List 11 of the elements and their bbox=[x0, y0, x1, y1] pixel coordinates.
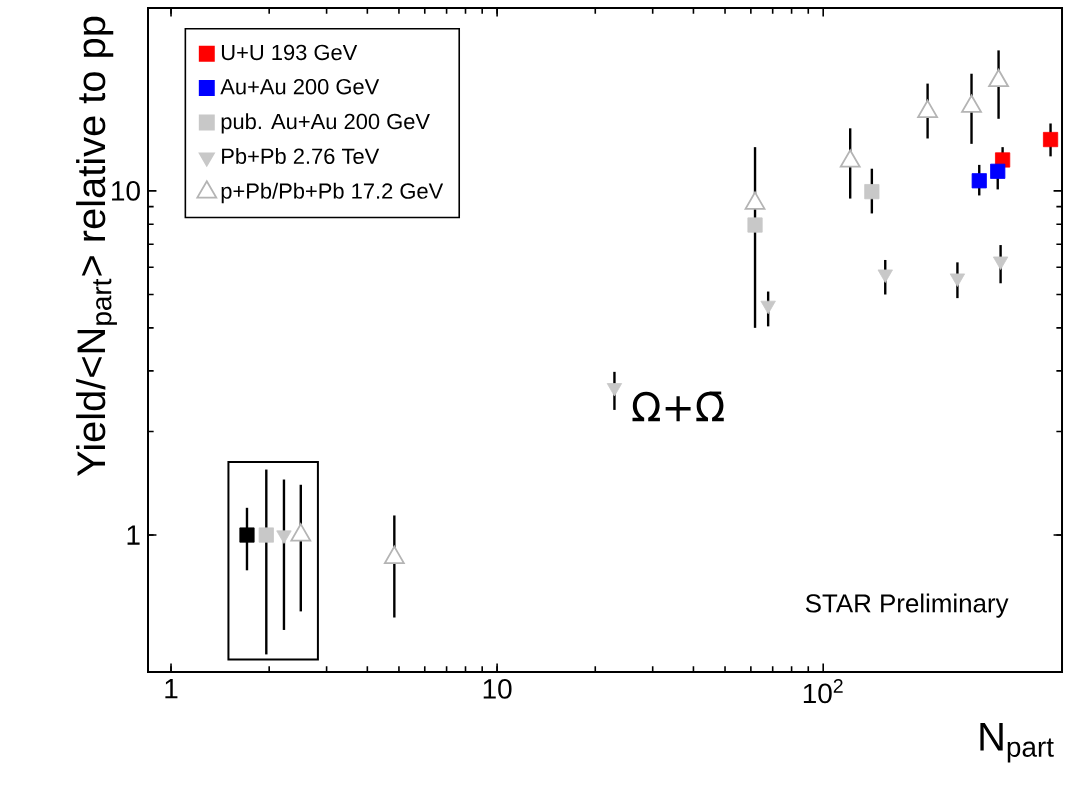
x-tick-label: 1 bbox=[165, 679, 178, 699]
annotation: STAR Preliminary bbox=[805, 593, 1009, 618]
x-tick-label: 10$^{2}$ bbox=[803, 679, 843, 704]
legend-label: pub. Au+Au 200 GeV bbox=[221, 113, 430, 134]
legend-label: U+U 193 GeV bbox=[221, 44, 358, 61]
annotation: Ω+Ω̄ bbox=[632, 391, 724, 422]
legend-label: p+Pb/Pb+Pb 17.2 GeV bbox=[221, 182, 444, 204]
legend-label: Pb+Pb 2.76 TeV bbox=[222, 147, 380, 165]
x-tick-label: 10 bbox=[483, 679, 512, 699]
legend-label: Au+Au 200 GeV bbox=[220, 78, 380, 95]
x-axis-title: N$_{part}$ bbox=[980, 723, 1054, 763]
